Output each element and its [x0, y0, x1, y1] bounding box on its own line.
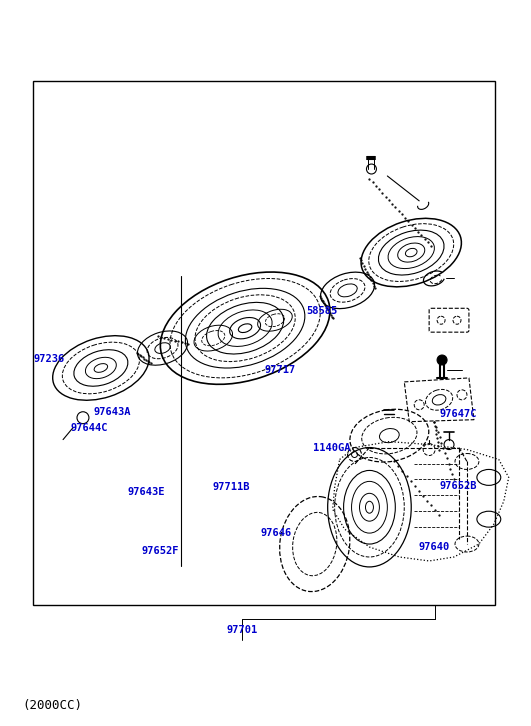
Text: 97652F: 97652F [141, 546, 178, 556]
Text: 97711B: 97711B [213, 482, 250, 492]
Text: 97646: 97646 [260, 528, 292, 538]
Text: 97644C: 97644C [70, 423, 108, 433]
Text: 97652B: 97652B [440, 481, 477, 491]
Text: 97701: 97701 [226, 625, 258, 635]
Text: 97640: 97640 [418, 542, 450, 552]
Text: 97643E: 97643E [127, 486, 165, 497]
Circle shape [437, 355, 447, 365]
Text: 58585: 58585 [307, 306, 338, 316]
Text: 97717: 97717 [265, 365, 296, 375]
Bar [33, 81, 495, 605]
Text: 97643A: 97643A [94, 407, 131, 417]
Text: 97647C: 97647C [440, 409, 477, 419]
Text: 1140GA: 1140GA [313, 443, 350, 453]
Text: (2000CC): (2000CC) [22, 699, 82, 711]
Text: 97236: 97236 [33, 354, 64, 364]
